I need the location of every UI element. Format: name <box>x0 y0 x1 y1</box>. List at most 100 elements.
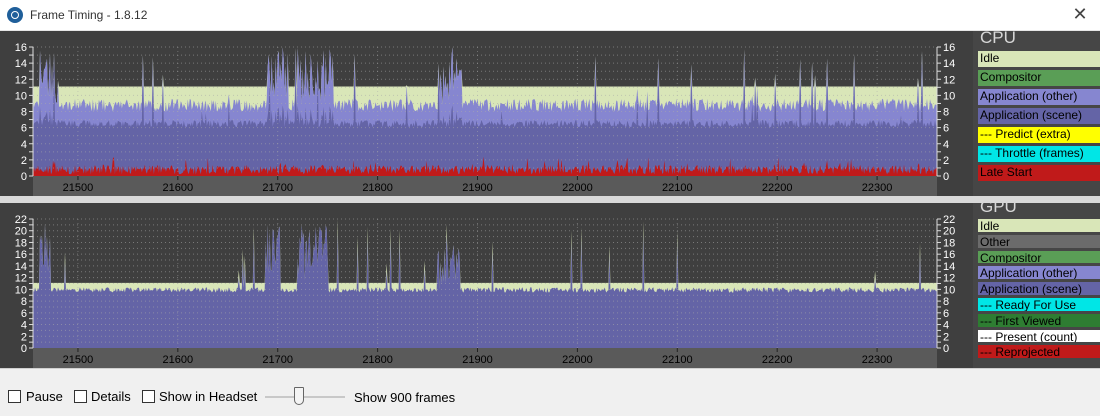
title-bar: Frame Timing - 1.8.12 ✕ <box>0 0 1100 31</box>
y-tick-label: 10 <box>943 90 955 102</box>
steamvr-app-icon <box>7 7 23 23</box>
y-tick-label: 10 <box>15 90 27 102</box>
y-tick-label: 16 <box>943 42 955 54</box>
y-tick-label: 16 <box>15 249 27 261</box>
y-tick-label: 6 <box>21 308 27 320</box>
y-tick-label: 14 <box>943 58 955 70</box>
gpu-legend-item: --- Reprojected <box>978 345 1100 359</box>
y-tick-label: 8 <box>21 296 27 308</box>
y-tick-label: 18 <box>15 237 27 249</box>
cpu-legend-item: --- Predict (extra) <box>978 127 1100 143</box>
y-tick-label: 4 <box>943 139 949 151</box>
x-tick-label: 22300 <box>862 354 893 366</box>
gpu-legend-item: --- Ready For Use <box>978 298 1100 311</box>
series-area-late-start <box>33 156 937 176</box>
y-tick-label: 6 <box>21 123 27 135</box>
frame-count-slider-thumb[interactable] <box>294 387 304 405</box>
gpu-legend-item: Other <box>978 234 1100 248</box>
show-in-headset-label[interactable]: Show in Headset <box>159 389 258 404</box>
x-tick-label: 21800 <box>362 354 393 366</box>
panel-separator <box>0 196 1100 203</box>
cpu-legend-item: Application (other) <box>978 89 1100 105</box>
close-button[interactable]: ✕ <box>1072 4 1088 24</box>
x-tick-label: 21900 <box>462 182 493 194</box>
cpu-legend-item: Application (scene) <box>978 108 1100 124</box>
y-tick-label: 6 <box>943 308 949 320</box>
y-tick-label: 2 <box>21 331 27 343</box>
x-tick-label: 21700 <box>262 182 293 194</box>
x-axis-band <box>33 348 937 368</box>
y-tick-label: 16 <box>15 42 27 54</box>
x-tick-label: 22000 <box>562 354 593 366</box>
y-tick-label: 2 <box>21 155 27 167</box>
x-tick-label: 22300 <box>862 182 893 194</box>
gpu-legend-item: Compositor <box>978 250 1100 264</box>
y-tick-label: 0 <box>21 171 27 183</box>
y-tick-label: 10 <box>15 284 27 296</box>
x-tick-label: 21500 <box>63 354 94 366</box>
x-tick-label: 21600 <box>163 354 194 366</box>
y-tick-label: 12 <box>943 273 955 285</box>
y-tick-label: 22 <box>15 214 27 226</box>
x-tick-label: 21600 <box>163 182 194 194</box>
x-tick-label: 21800 <box>362 182 393 194</box>
cpu-legend-item: Idle <box>978 51 1100 67</box>
x-axis-band <box>33 176 937 196</box>
series-area-application-scene <box>33 223 937 348</box>
y-tick-label: 20 <box>15 226 27 238</box>
series-area-application-scene <box>33 61 937 176</box>
y-tick-label: 4 <box>21 320 27 332</box>
cpu-panel: 0 0 2 2 4 4 6 6 8 8 10 10 12 12 14 14 16 16 21500 21600 2170… <box>0 28 1100 196</box>
gpu-legend-item: Idle <box>978 219 1100 232</box>
details-checkbox[interactable] <box>74 390 87 403</box>
y-tick-label: 8 <box>21 107 27 119</box>
frame-count-slider-track[interactable] <box>265 396 345 398</box>
y-tick-label: 12 <box>15 74 27 86</box>
gpu-panel: 0 0 2 2 4 4 6 6 8 8 10 10 12 12 14 14 16 16 18 18 20 20 22 22 21… <box>0 197 1100 368</box>
pause-label[interactable]: Pause <box>26 389 63 404</box>
y-tick-label: 2 <box>943 331 949 343</box>
cpu-legend-item: --- Throttle (frames) <box>978 146 1100 162</box>
y-tick-label: 18 <box>943 237 955 249</box>
x-tick-label: 22200 <box>762 182 793 194</box>
y-tick-label: 4 <box>943 320 949 332</box>
x-tick-label: 21700 <box>262 354 293 366</box>
cpu-legend-item: Late Start <box>978 165 1100 181</box>
show-in-headset-checkbox[interactable] <box>142 390 155 403</box>
y-tick-label: 14 <box>15 58 27 70</box>
cpu-frame-timing-chart: 0 0 2 2 4 4 6 6 8 8 10 10 12 12 14 14 16 16 21500 21600 2170… <box>15 42 955 196</box>
x-tick-label: 22100 <box>662 182 693 194</box>
y-tick-label: 22 <box>943 214 955 226</box>
cpu-legend-item: Compositor <box>978 70 1100 86</box>
details-label[interactable]: Details <box>91 389 131 404</box>
x-tick-label: 21500 <box>63 182 94 194</box>
y-tick-label: 8 <box>943 296 949 308</box>
y-tick-label: 4 <box>21 139 27 151</box>
y-tick-label: 8 <box>943 107 949 119</box>
y-tick-label: 6 <box>943 123 949 135</box>
y-tick-label: 12 <box>943 74 955 86</box>
pause-checkbox[interactable] <box>8 390 21 403</box>
gpu-legend-heading: GPU <box>980 197 1017 216</box>
y-tick-label: 10 <box>943 284 955 296</box>
gpu-legend-item: Application (other) <box>978 266 1100 280</box>
y-tick-label: 20 <box>943 226 955 238</box>
y-tick-label: 0 <box>943 343 949 355</box>
y-tick-label: 16 <box>943 249 955 261</box>
footer-controls: Pause Details Show in Headset Show 900 f… <box>0 368 1100 416</box>
x-tick-label: 22100 <box>662 354 693 366</box>
y-tick-label: 2 <box>943 155 949 167</box>
y-tick-label: 14 <box>943 261 955 273</box>
y-tick-label: 0 <box>943 171 949 183</box>
gpu-legend-item: --- First Viewed <box>978 313 1100 327</box>
x-tick-label: 22000 <box>562 182 593 194</box>
window-title: Frame Timing - 1.8.12 <box>30 8 148 22</box>
frame-count-label: Show 900 frames <box>354 390 456 405</box>
cpu-legend-heading: CPU <box>980 28 1016 47</box>
y-tick-label: 0 <box>21 343 27 355</box>
y-tick-label: 12 <box>15 273 27 285</box>
y-tick-label: 14 <box>15 261 27 273</box>
gpu-legend-item: --- Present (count) <box>978 329 1100 343</box>
gpu-legend-item: Application (scene) <box>978 282 1100 295</box>
